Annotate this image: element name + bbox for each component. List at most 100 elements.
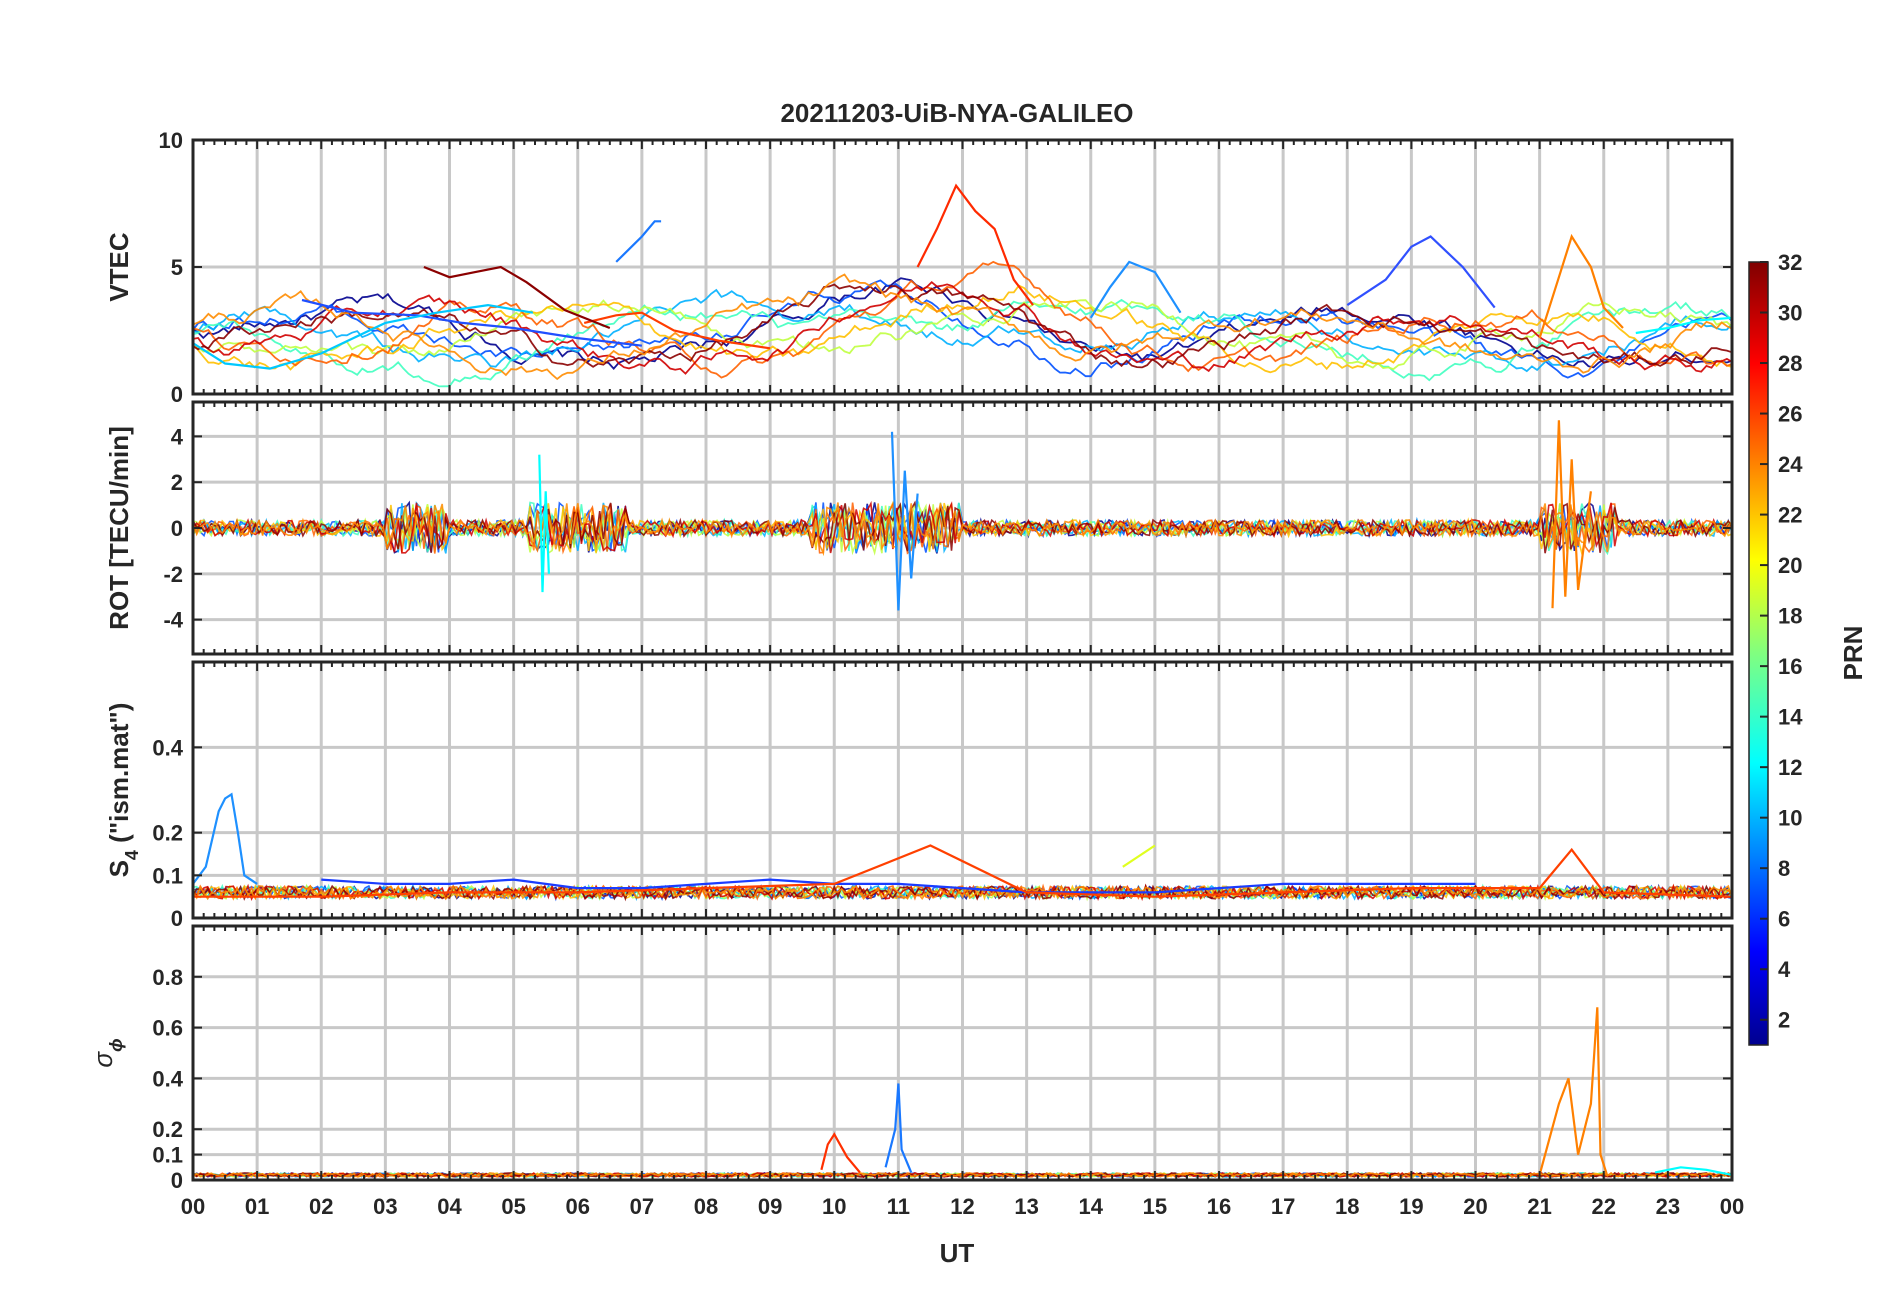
colorbar-tick-label: 32 [1778,250,1802,275]
panel-4: 00.10.2 0.4 0.6 0.8 σϕ 00 01 02 03 04 05 06 07 08 09 10… [88,924,1744,1219]
series-line-1 [884,1083,913,1173]
y-axis-label-sub: 4 [122,850,142,860]
y-tick-label: -4 [163,608,183,633]
series-line-3 [1551,420,1592,609]
noise-trace [192,502,1733,557]
y-axis-label: σϕ [88,1038,126,1067]
y-tick-label: 2 [171,470,183,495]
x-tick-label: 21 [1527,1194,1551,1219]
y-tick-label: 0 [171,1168,183,1193]
vtec-trace [192,299,1733,371]
series-line-5 [423,265,611,330]
y-tick-label: 0.4 [152,735,183,760]
series-line-4 [1654,1166,1733,1176]
series-line-2 [192,303,534,370]
colorbar-tick-label: 14 [1778,705,1803,730]
figure-title: 20211203-UiB-NYA-GALILEO [780,98,1133,128]
y-axis-label-sub: ϕ [106,1038,126,1052]
x-tick-label: 13 [1014,1194,1038,1219]
x-tick-label: 08 [694,1194,718,1219]
y-tick-label: -2 [163,562,183,587]
x-tick-label: 22 [1592,1194,1616,1219]
y-tick-label: 0.2 [152,1117,183,1142]
series-line-1 [538,454,550,593]
colorbar-label: PRN [1838,626,1868,681]
series-line-1 [192,792,258,885]
y-tick-label: 0 [171,906,183,931]
series-line-2 [890,431,919,611]
panel-3: 0 0.1 0.2 0.4 S4 ("ism.mat") [104,660,1734,931]
panel-1: 0 5 10 VTEC [104,128,1734,407]
series-line-3 [583,311,771,350]
x-tick-label: 12 [950,1194,974,1219]
colorbar-tick-label: 30 [1778,301,1802,326]
x-tick-label: 11 [887,1194,910,1219]
x-tick-label: 15 [1143,1194,1167,1219]
x-tick-label: 05 [501,1194,525,1219]
colorbar-tick-label: 22 [1778,503,1802,528]
y-axis-label-main: S [104,860,134,877]
y-tick-label: 5 [171,255,183,280]
series-line-1 [301,298,643,347]
vtec-trace [192,273,1733,381]
x-tick-label: 07 [630,1194,654,1219]
x-tick-label: 16 [1207,1194,1231,1219]
series-line-3 [820,1132,861,1174]
y-tick-label: 0.1 [152,1143,183,1168]
colorbar-tick-label: 20 [1778,553,1802,578]
x-tick-label: 03 [373,1194,397,1219]
colorbar-tick-label: 12 [1778,755,1802,780]
series-line-8 [1538,233,1624,339]
y-tick-label: 0.2 [152,821,183,846]
y-tick-label: 0.1 [152,863,183,888]
y-axis-label-main: σ [88,1051,118,1068]
x-tick-label: 02 [309,1194,333,1219]
colorbar-tick-label: 4 [1778,957,1791,982]
series-line-4 [615,220,662,263]
x-tick-label: 06 [566,1194,590,1219]
colorbar-tick-label: 18 [1778,604,1802,629]
x-tick-label: 10 [822,1194,846,1219]
x-tick-label: 00 [181,1194,205,1219]
x-tick-label: 23 [1656,1194,1680,1219]
vtec-trace [192,279,1733,379]
colorbar-tick-label: 26 [1778,402,1802,427]
y-tick-label: 0.8 [152,965,183,990]
colorbar-tick-label: 2 [1778,1008,1790,1033]
series-line-7 [1346,235,1496,309]
vtec-trace [192,283,1733,369]
y-axis-label: VTEC [104,232,134,302]
y-tick-label: 4 [171,424,184,449]
y-tick-label: 0.4 [152,1066,183,1091]
x-tick-label: 19 [1399,1194,1423,1219]
colorbar-tick-label: 16 [1778,654,1802,679]
x-tick-label: 20 [1463,1194,1487,1219]
colorbar-tick-label: 28 [1778,351,1802,376]
colorbar-tick-label: 8 [1778,856,1790,881]
series-line-2 [321,878,1476,894]
y-tick-label: 10 [159,128,183,153]
y-axis-label: ROT [TECU/min] [104,426,134,630]
colorbar-tick-label: 10 [1778,806,1802,831]
colorbar-gradient [1748,261,1769,1046]
x-tick-label: 09 [758,1194,782,1219]
series-line-2 [1538,1007,1609,1176]
x-tick-label: 18 [1335,1194,1359,1219]
series-line-9 [1635,316,1733,335]
series-line-4 [1122,844,1156,868]
colorbar-tick-label: 6 [1778,907,1790,932]
x-tick-label: 14 [1079,1194,1104,1219]
x-tick-label: 00 [1720,1194,1744,1219]
y-tick-label: 0.6 [152,1016,183,1041]
panel-2: -4 -2 0 2 4 ROT [TECU/min] [104,400,1734,656]
x-tick-label: 04 [437,1194,462,1219]
y-tick-label: 0 [171,382,183,407]
series-line-3 [193,844,1733,898]
y-axis-label: S4 ("ism.mat") [104,703,142,878]
y-axis-label-rest: ("ism.mat") [104,703,134,850]
series-line-6 [916,183,1034,306]
colorbar-tick-label: 24 [1778,452,1803,477]
series-line-10 [1089,260,1182,319]
